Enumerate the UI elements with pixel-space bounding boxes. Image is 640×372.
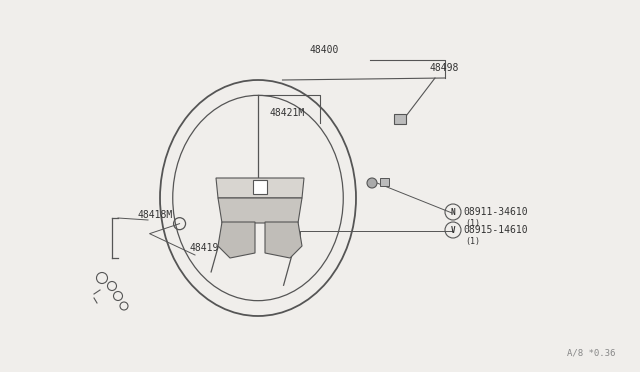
Text: 48400: 48400 (310, 45, 339, 55)
Bar (380, 178, 389, 186)
Text: 48421M: 48421M (270, 108, 305, 118)
Text: 08911-34610: 08911-34610 (463, 207, 527, 217)
Circle shape (367, 178, 377, 188)
Text: N: N (451, 208, 455, 217)
Polygon shape (218, 222, 255, 258)
Text: A/8 *0.36: A/8 *0.36 (566, 349, 615, 358)
Text: (1): (1) (465, 218, 480, 228)
Text: (1): (1) (465, 237, 480, 246)
Text: 48418M: 48418M (138, 210, 173, 220)
Text: 48498: 48498 (430, 63, 460, 73)
Bar (394, 114, 406, 124)
Polygon shape (218, 198, 302, 223)
Bar (253, 180, 267, 194)
Text: 48419: 48419 (190, 243, 220, 253)
Text: V: V (451, 225, 455, 234)
Text: 08915-14610: 08915-14610 (463, 225, 527, 235)
Polygon shape (265, 222, 302, 258)
Polygon shape (216, 178, 304, 198)
